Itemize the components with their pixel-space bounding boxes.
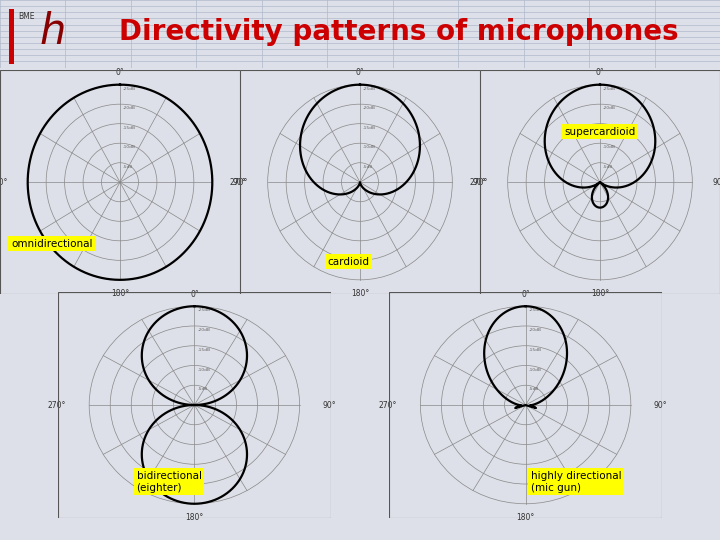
Text: -15dB: -15dB (603, 126, 616, 130)
Text: 270°: 270° (229, 178, 248, 187)
Text: -20dB: -20dB (197, 328, 210, 332)
Text: -15dB: -15dB (197, 348, 211, 352)
Text: 90°: 90° (323, 401, 336, 409)
Text: -20dB: -20dB (123, 106, 136, 110)
Bar (240, 70, 480, 294)
Text: 90°: 90° (472, 178, 486, 187)
Text: 180°: 180° (516, 514, 535, 522)
Text: -10dB: -10dB (603, 145, 616, 150)
Bar (480, 70, 720, 294)
Text: supercardioid: supercardioid (564, 127, 636, 137)
Text: h: h (40, 11, 66, 53)
Text: -10dB: -10dB (197, 368, 210, 372)
Text: -25dB: -25dB (123, 87, 136, 91)
Text: 0°: 0° (116, 69, 125, 77)
Text: 0°: 0° (521, 290, 530, 299)
Bar (9, 9, 14, 64)
Text: 180°: 180° (351, 289, 369, 298)
Text: 270°: 270° (0, 178, 7, 187)
Text: 180°: 180° (185, 514, 204, 522)
Text: 0°: 0° (190, 290, 199, 299)
Text: 270°: 270° (469, 178, 487, 187)
Text: -10dB: -10dB (363, 145, 376, 150)
Text: -15dB: -15dB (123, 126, 136, 130)
Text: 180°: 180° (591, 289, 609, 298)
Text: Directivity patterns of microphones: Directivity patterns of microphones (119, 18, 678, 46)
Text: -20dB: -20dB (603, 106, 616, 110)
Text: 0°: 0° (356, 69, 364, 77)
Text: -5dB: -5dB (603, 165, 613, 169)
Bar (0, 70, 240, 294)
Text: -25dB: -25dB (363, 87, 376, 91)
Text: -5dB: -5dB (123, 165, 133, 169)
Text: -5dB: -5dB (363, 165, 373, 169)
Text: 270°: 270° (379, 401, 397, 409)
Text: 90°: 90° (233, 178, 246, 187)
Text: -15dB: -15dB (528, 348, 542, 352)
Text: highly directional
(mic gun): highly directional (mic gun) (531, 471, 621, 492)
Text: -20dB: -20dB (363, 106, 376, 110)
Text: 180°: 180° (111, 289, 129, 298)
Text: -25dB: -25dB (197, 308, 211, 313)
Text: -5dB: -5dB (528, 387, 539, 392)
Text: -25dB: -25dB (528, 308, 542, 313)
Text: -15dB: -15dB (363, 126, 376, 130)
Text: -5dB: -5dB (197, 387, 208, 392)
Text: BME: BME (18, 12, 35, 21)
Bar (58, 292, 331, 518)
Text: 0°: 0° (595, 69, 604, 77)
Text: 90°: 90° (654, 401, 667, 409)
Text: omnidirectional: omnidirectional (11, 239, 93, 249)
Text: 270°: 270° (48, 401, 66, 409)
Text: -10dB: -10dB (123, 145, 136, 150)
Text: -20dB: -20dB (528, 328, 541, 332)
Text: 90°: 90° (713, 178, 720, 187)
Text: cardioid: cardioid (328, 256, 369, 267)
Bar (389, 292, 662, 518)
Text: bidirectional
(eighter): bidirectional (eighter) (137, 471, 202, 492)
Text: -10dB: -10dB (528, 368, 541, 372)
Text: -25dB: -25dB (603, 87, 616, 91)
